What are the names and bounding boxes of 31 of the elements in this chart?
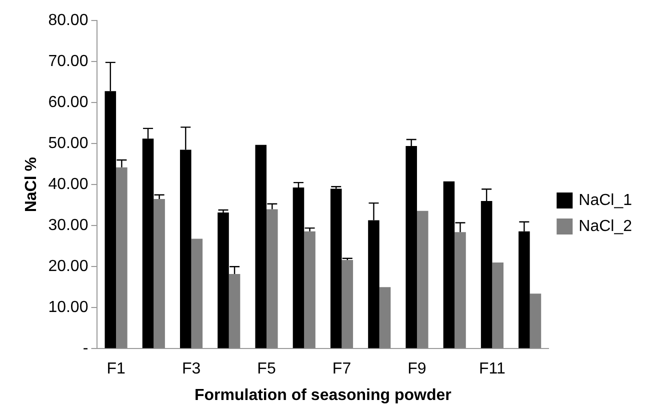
y-tick-label: 20.00 [48, 258, 88, 276]
legend-label: NaCl_1 [578, 192, 632, 209]
bar [454, 232, 466, 348]
bar [492, 262, 504, 348]
y-tick-label: 80.00 [48, 12, 88, 30]
x-tick-label: F1 [106, 360, 126, 378]
y-tick-label: 50.00 [48, 135, 88, 152]
bar [304, 231, 316, 348]
y-tick-label: 10.00 [48, 299, 88, 316]
bar [154, 198, 165, 348]
y-tick-label: - [82, 340, 88, 358]
x-axis-title: Formulation of seasoning powder [194, 386, 452, 404]
bar [530, 294, 542, 348]
x-tick-label: F7 [332, 360, 352, 378]
x-tick-label: F11 [479, 360, 506, 378]
y-tick-label: 30.00 [48, 217, 88, 234]
bar [116, 167, 128, 348]
x-tick-label: F3 [182, 360, 201, 378]
y-axis-title: NaCl % [23, 157, 40, 212]
x-tick-label: F9 [408, 360, 426, 378]
bar [379, 287, 391, 348]
y-tick-label: 60.00 [48, 94, 88, 112]
bar [191, 238, 203, 348]
bar [342, 260, 354, 348]
y-tick-label: 70.00 [48, 53, 88, 70]
bar [228, 274, 240, 348]
x-tick-label: F5 [257, 360, 276, 378]
y-tick-label: 40.00 [48, 176, 88, 194]
bar [266, 209, 278, 348]
legend-label: NaCl_2 [578, 218, 632, 235]
bar [416, 210, 428, 348]
